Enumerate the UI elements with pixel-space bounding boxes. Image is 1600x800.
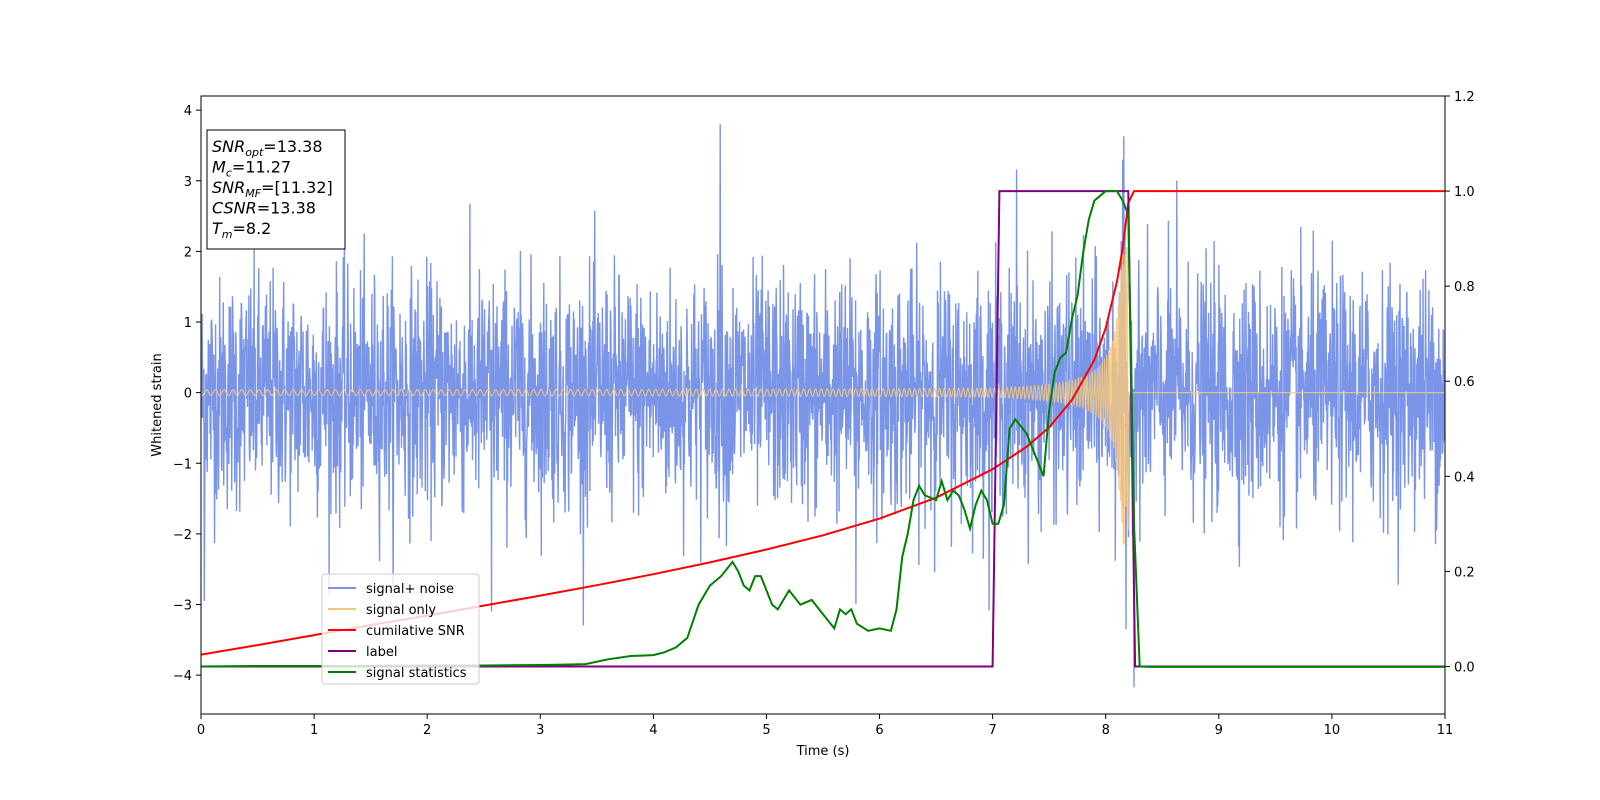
x-tick-label: 0	[197, 723, 205, 738]
x-tick-label: 7	[988, 723, 996, 738]
x-tick-label: 9	[1215, 723, 1223, 738]
y-left-tick-label: 3	[184, 175, 192, 190]
series-signal-statistics-line	[201, 190, 1445, 668]
x-tick-label: 6	[875, 723, 883, 738]
y-right-tick-label: 0.2	[1454, 565, 1475, 580]
info-line: Mc=11.27	[212, 158, 291, 180]
info-subscript: MF	[245, 187, 261, 200]
y-right-tick-label: 1.0	[1454, 185, 1475, 200]
series-signal-only-line	[201, 246, 1445, 545]
legend-label: signal+ noise	[366, 582, 454, 597]
y-left-tick-label: 2	[184, 245, 192, 260]
info-subscript: m	[222, 228, 233, 241]
x-tick-label: 8	[1102, 723, 1110, 738]
info-value: =11.27	[232, 158, 291, 177]
info-box	[206, 129, 346, 250]
plot-frame	[200, 95, 1446, 715]
y-right-tick-label: 0.0	[1454, 660, 1475, 675]
series-signal-noise-line	[201, 124, 1445, 688]
x-tick-label: 10	[1324, 723, 1341, 738]
y-left-tick-label: −2	[173, 528, 192, 543]
x-tick-label: 11	[1437, 723, 1454, 738]
legend-label: label	[366, 645, 397, 660]
x-axis-label: Time (s)	[796, 744, 850, 759]
info-subscript: c	[226, 167, 232, 180]
x-tick-label: 1	[310, 723, 318, 738]
info-line: Tm=8.2	[212, 219, 271, 241]
x-tick-label: 3	[536, 723, 544, 738]
info-value: =13.38	[263, 137, 322, 156]
legend-label: signal only	[366, 603, 436, 618]
y-axis-label: Whitened strain	[150, 353, 165, 456]
y-left-tick-label: −3	[173, 599, 192, 614]
info-line: CSNR=13.38	[212, 199, 316, 218]
y-left-tick-label: 0	[184, 387, 192, 402]
info-symbol: CSNR	[212, 199, 257, 218]
x-tick-label: 4	[649, 723, 657, 738]
info-symbol: SNR	[212, 178, 245, 197]
info-symbol: SNR	[212, 137, 245, 156]
y-right-tick-label: 0.8	[1454, 280, 1475, 295]
y-left-tick-label: −1	[173, 457, 192, 472]
y-left-tick-label: 1	[184, 316, 192, 331]
info-symbol: T	[212, 219, 223, 238]
info-line: SNRMF=[11.32]	[212, 178, 333, 200]
info-symbol: M	[212, 158, 226, 177]
info-value: =8.2	[233, 219, 272, 238]
info-line: SNRopt=13.38	[212, 137, 323, 159]
info-subscript: opt	[245, 146, 264, 159]
legend-label: signal statistics	[366, 666, 467, 681]
y-left-tick-label: −4	[173, 669, 192, 684]
x-tick-label: 5	[762, 723, 770, 738]
legend-label: cumilative SNR	[366, 624, 465, 639]
legend-box	[321, 573, 480, 685]
info-value: =13.38	[257, 199, 316, 218]
y-left-tick-label: 4	[184, 104, 192, 119]
y-right-tick-label: 0.4	[1454, 470, 1475, 485]
x-tick-label: 2	[423, 723, 431, 738]
y-right-tick-label: 0.6	[1454, 375, 1475, 390]
y-right-tick-label: 1.2	[1454, 90, 1475, 105]
info-value: =[11.32]	[261, 178, 333, 197]
